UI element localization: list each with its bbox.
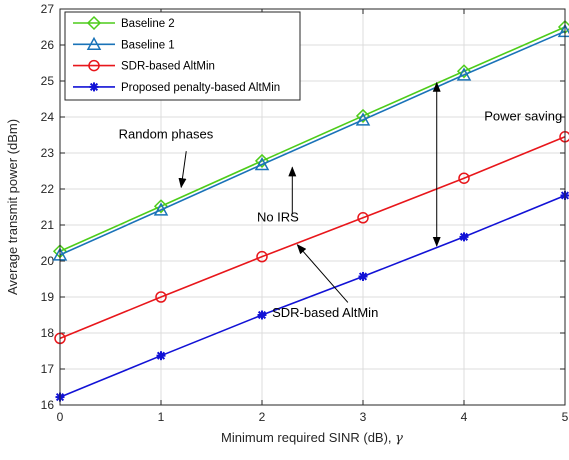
data-point [355, 112, 371, 126]
grid [60, 9, 565, 405]
legend-label: Baseline 1 [121, 39, 175, 51]
legend-entry: Baseline 2 [73, 15, 175, 31]
x-tick-label: 0 [57, 410, 64, 424]
annotation-text: Random phases [119, 127, 214, 142]
legend-entry: Baseline 1 [73, 36, 175, 51]
x-tick-label: 2 [259, 410, 266, 424]
annotation-arrow [178, 151, 187, 189]
x-tick-label: 4 [461, 410, 468, 424]
y-axis-label: Average transmit power (dBm) [5, 119, 20, 295]
x-axis-label: Minimum required SINR (dB), γ [221, 430, 403, 446]
data-point [456, 64, 472, 79]
series-line [59, 26, 566, 253]
y-tick-label: 19 [41, 290, 55, 304]
annotation-text: SDR-based AltMin [272, 305, 378, 320]
x-tick-label: 3 [360, 410, 367, 424]
series-line [59, 136, 566, 340]
x-axis-label-symbol: γ [395, 431, 403, 446]
legend-marker [86, 15, 102, 31]
annotation-text: No IRS [257, 209, 299, 224]
data-point [254, 156, 270, 171]
y-tick-label: 20 [41, 254, 55, 268]
y-tick-label: 23 [41, 146, 55, 160]
data-point [256, 250, 268, 263]
legend-marker [89, 82, 99, 92]
data-point [459, 232, 469, 242]
x-axis-label-text: Minimum required SINR (dB), [221, 430, 395, 445]
y-tick-label: 26 [41, 38, 55, 52]
annotations: Random phases No IRS Power saving SDR-based… [119, 81, 562, 320]
data-point [155, 291, 167, 303]
y-tick-label: 25 [41, 74, 55, 88]
data-point [358, 271, 368, 281]
annotation-arrow [296, 244, 349, 303]
legend-entry: SDR-based AltMin [73, 59, 215, 73]
data-point [153, 202, 169, 216]
legend-entry: Proposed penalty-based AltMin [73, 82, 280, 94]
y-tick-label: 17 [41, 362, 55, 376]
plot-frame [59, 8, 566, 406]
data-point [456, 67, 472, 81]
y-tick-label: 27 [41, 2, 55, 16]
data-point [357, 212, 369, 224]
series-line [59, 30, 566, 256]
legend-label: Baseline 2 [121, 18, 175, 30]
legend-label: Proposed penalty-based AltMin [121, 82, 280, 94]
annotation-text: Power saving [484, 109, 562, 124]
y-tick-label: 16 [41, 398, 55, 412]
legend: Baseline 2 Baseline 1 SDR-based AltMin Prop… [64, 11, 301, 101]
series-line [59, 194, 566, 398]
y-tick-label: 24 [41, 110, 55, 124]
y-tick-label: 18 [41, 326, 55, 340]
data-point [355, 108, 371, 123]
x-tick-label: 1 [158, 410, 165, 424]
data-point [254, 153, 270, 168]
legend-marker [88, 59, 100, 72]
legend-marker [86, 36, 102, 51]
data-point [153, 199, 169, 214]
data-point [458, 172, 470, 184]
legend-label: SDR-based AltMin [121, 61, 215, 73]
legend-box [64, 11, 301, 101]
y-tick-label: 22 [41, 182, 55, 196]
data-point [156, 351, 166, 361]
x-tick-label: 5 [562, 410, 569, 424]
y-tick-label: 21 [41, 218, 55, 232]
data-point [257, 310, 267, 320]
series-sdr-based-altmin [54, 131, 569, 345]
